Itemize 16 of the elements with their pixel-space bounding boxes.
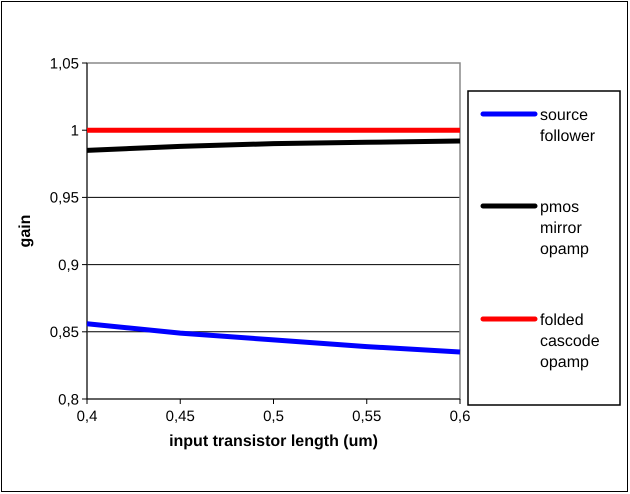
y-tick-label: 0,95 (50, 190, 79, 207)
y-tick-label: 1,05 (50, 55, 79, 72)
x-tick-label: 0,55 (352, 408, 382, 425)
y-tick-label: 0,9 (58, 256, 79, 274)
x-axis-title: input transistor length (um) (169, 433, 378, 450)
y-tick-label: 0,8 (58, 391, 79, 408)
x-tick-label: 0,4 (76, 408, 98, 425)
x-tick-label: 0,5 (263, 408, 284, 425)
legend-label: folded cascode opamp (540, 312, 600, 371)
y-axis-title: gain (17, 214, 34, 248)
x-tick-label: 0,6 (450, 408, 470, 425)
legend-label: pmos mirror opamp (540, 199, 590, 258)
y-tick-label: 1 (70, 122, 79, 140)
y-tick-label: 0,85 (50, 324, 79, 342)
x-tick-label: 0,45 (166, 408, 195, 425)
legend-label: source follower (540, 107, 596, 145)
